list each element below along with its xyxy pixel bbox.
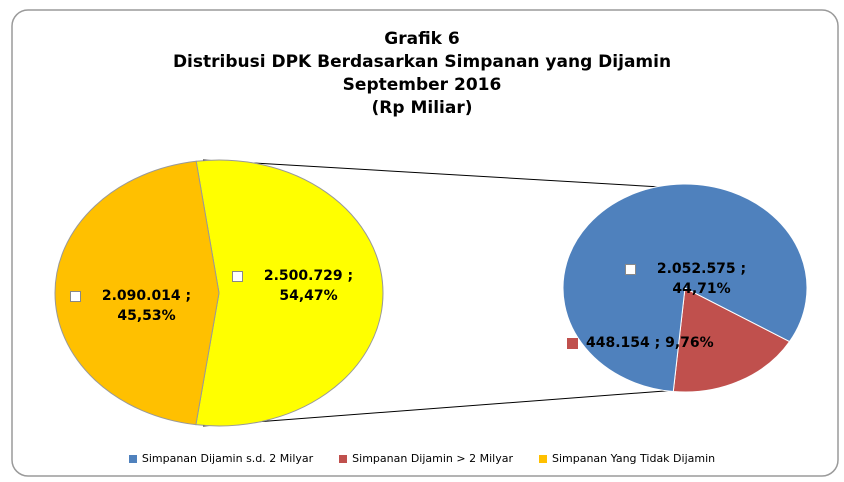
data-label: 448.154 ; 9,76% [567,333,714,353]
legend-swatch [128,454,137,463]
chart-title: Grafik 6 Distribusi DPK Berdasarkan Simpa… [0,28,844,120]
pie-slice [54,160,220,426]
legend-label: Simpanan Yang Tidak Dijamin [551,452,716,465]
title-line: (Rp Miliar) [371,98,473,118]
label-key [70,291,81,302]
legend-label: Simpanan Dijamin s.d. 2 Milyar [141,452,314,465]
data-label-text: 2.500.729 ; 54,47% [263,268,354,304]
legend-item: Simpanan Dijamin s.d. 2 Milyar [128,452,314,465]
label-key [625,264,636,275]
pie-slice [195,159,384,427]
connector [202,159,679,189]
legend-item: Simpanan Dijamin > 2 Milyar [339,452,513,465]
data-label: 2.090.014 ; 45,53% [70,286,204,326]
title-line: Grafik 6 [384,29,460,49]
pie-slice [562,183,808,393]
data-label-text: 448.154 ; 9,76% [586,335,714,351]
label-key [232,271,243,282]
legend: Simpanan Dijamin s.d. 2 Milyar Simpanan D… [0,452,844,465]
title-line: September 2016 [342,75,502,95]
legend-swatch [339,454,348,463]
data-label-text: 2.090.014 ; 45,53% [101,288,192,324]
legend-label: Simpanan Dijamin > 2 Milyar [352,452,513,465]
data-label: 2.500.729 ; 54,47% [232,266,366,306]
data-label: 2.052.575 ; 44,71% [625,259,759,299]
connector [202,389,679,427]
legend-item: Simpanan Yang Tidak Dijamin [538,452,716,465]
data-label-text: 2.052.575 ; 44,71% [656,261,747,297]
title-line: Distribusi DPK Berdasarkan Simpanan yang… [172,52,672,72]
legend-swatch [538,454,547,463]
pie-slice [672,287,791,393]
label-key [567,338,578,349]
